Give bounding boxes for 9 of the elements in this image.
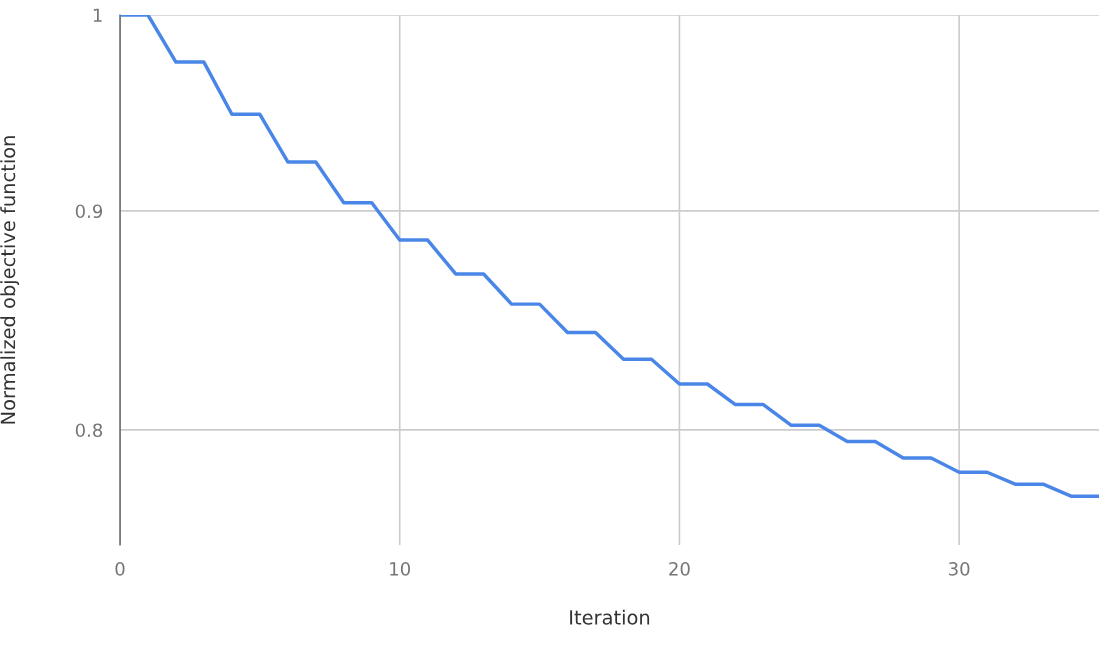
x-tick-label: 10	[390, 561, 410, 576]
x-tick-label: 30	[949, 561, 970, 576]
x-tick-label: 0	[115, 561, 125, 576]
x-axis-title: Iteration	[570, 609, 650, 625]
y-tick-label: 0.8	[75, 423, 103, 438]
x-tick-label: 20	[669, 561, 690, 576]
y-tick-label: 0.9	[75, 204, 103, 219]
y-tick-label: 1	[93, 8, 102, 22]
y-axis-title: Normalized objective function	[0, 136, 20, 424]
